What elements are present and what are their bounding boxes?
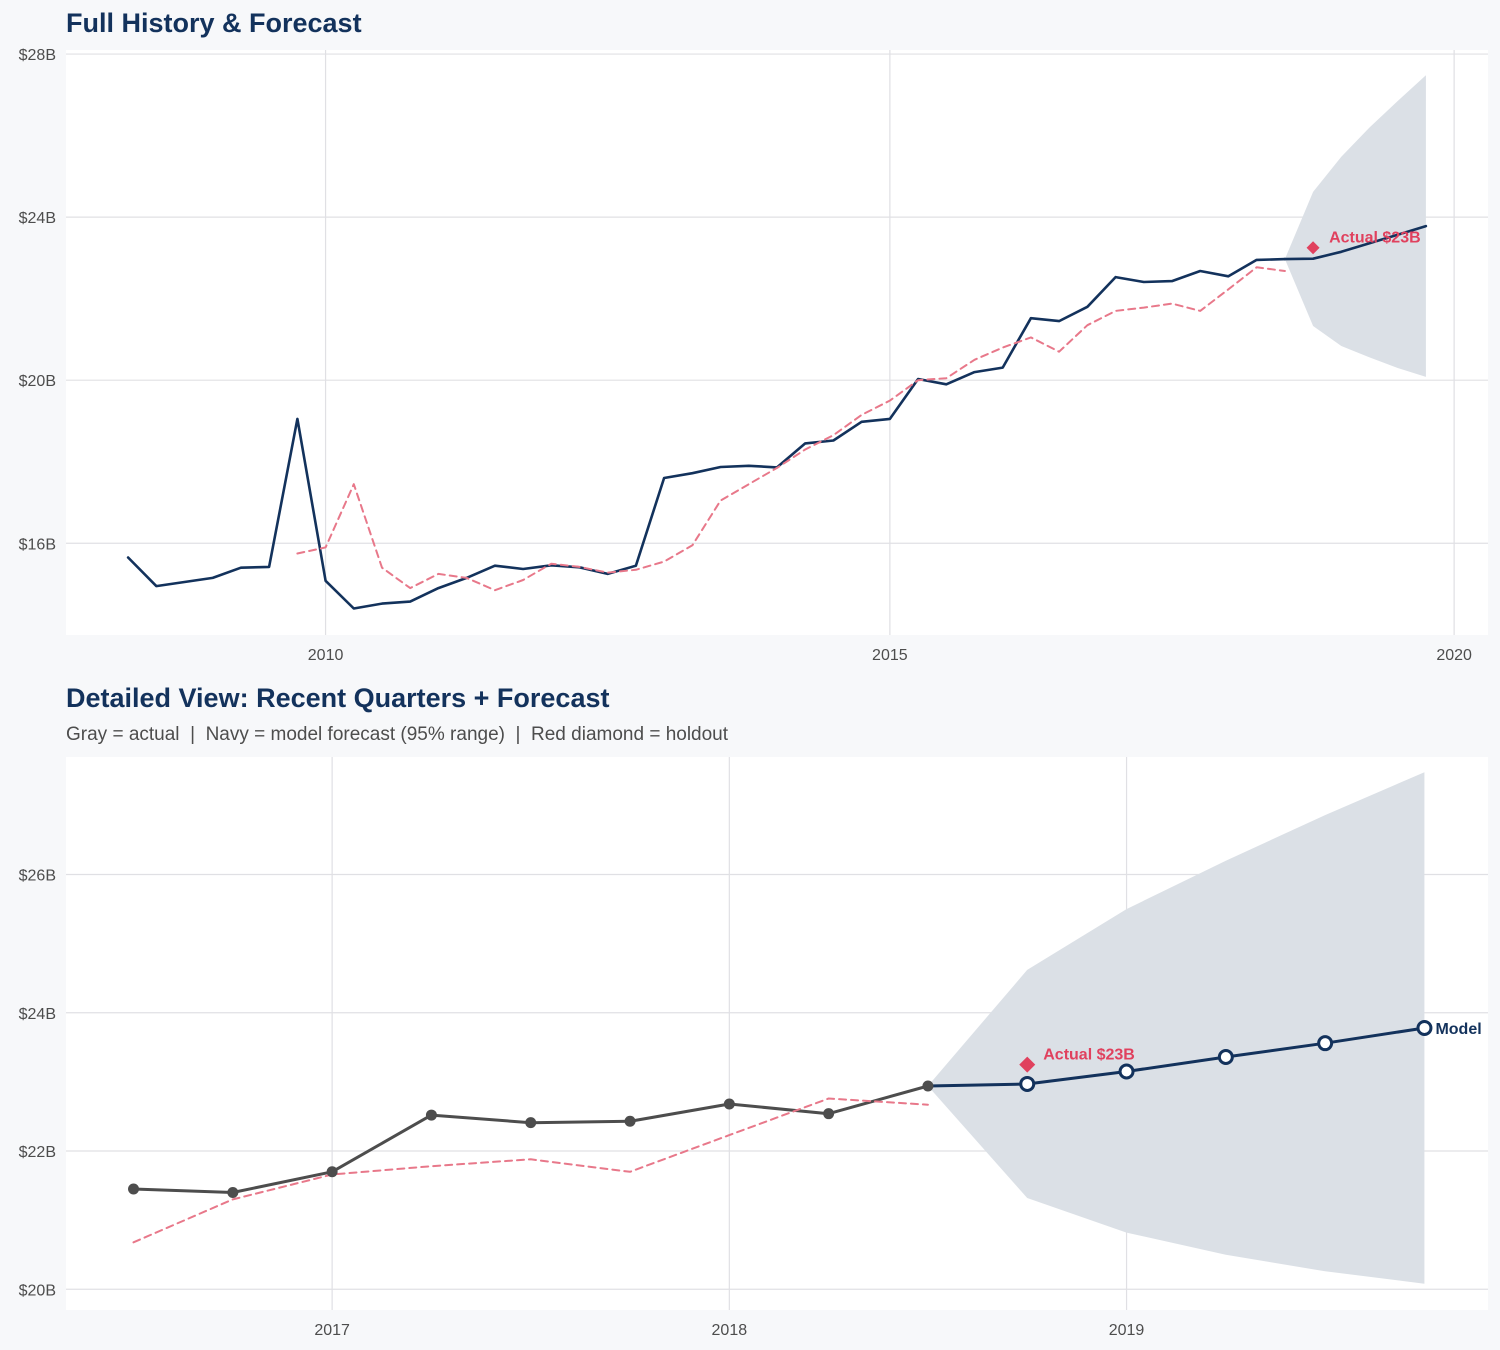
axis-labels: 2010 2015 2020 $16B $20B $24B $28B — [19, 47, 1472, 664]
full-history-chart: Full History & Forecast Actual $23B 2010… — [19, 8, 1488, 664]
actual-marker — [227, 1186, 239, 1198]
y-tick-label: $26B — [19, 868, 56, 885]
y-tick-label: $20B — [19, 1282, 56, 1299]
model-marker — [1416, 1019, 1433, 1036]
model-fit-line — [296, 266, 1286, 592]
y-tick-label: $24B — [19, 210, 56, 227]
y-tick-label: $22B — [19, 1144, 56, 1161]
x-tick-label: 2018 — [712, 1322, 748, 1339]
model-line — [926, 1026, 1426, 1088]
chart-title: Detailed View: Recent Quarters + Forecas… — [66, 683, 609, 713]
holdout-points: Model Actual $23B — [1019, 1021, 1482, 1073]
actual-marker — [128, 1183, 140, 1195]
actual-line — [126, 257, 1287, 610]
x-tick-label: 2019 — [1109, 1322, 1145, 1339]
series-markers — [128, 1019, 1433, 1198]
actual-marker — [425, 1109, 437, 1121]
actual-marker — [922, 1080, 934, 1092]
y-tick-label: $16B — [19, 536, 56, 553]
x-tick-label: 2015 — [872, 647, 908, 664]
forecast-interval-band — [1284, 75, 1426, 377]
x-tick-label: 2010 — [308, 647, 344, 664]
gridlines — [66, 50, 1488, 635]
y-tick-label: $24B — [19, 1006, 56, 1023]
actual-marker — [525, 1117, 537, 1129]
model-fit-line — [132, 1097, 929, 1244]
actual-marker — [823, 1108, 835, 1120]
model-marker — [1217, 1049, 1234, 1066]
holdout-label: Actual $23B — [1043, 1047, 1135, 1064]
x-tick-label: 2020 — [1436, 647, 1472, 664]
axis-labels: 2017 2018 2019 $20B $22B $24B $26B — [19, 868, 1145, 1339]
series-end-label: Model — [1435, 1021, 1481, 1038]
series-lines — [126, 224, 1428, 610]
x-tick-label: 2017 — [314, 1322, 350, 1339]
actual-marker — [723, 1098, 735, 1110]
actual-marker — [326, 1166, 338, 1178]
chart-title: Full History & Forecast — [66, 8, 362, 38]
model-marker — [1118, 1063, 1135, 1080]
holdout-diamond — [1019, 1056, 1036, 1073]
chart-subtitle: Gray = actual | Navy = model forecast (9… — [66, 724, 729, 745]
y-tick-label: $20B — [19, 373, 56, 390]
detailed-view-chart: Detailed View: Recent Quarters + Forecas… — [19, 683, 1488, 1339]
holdout-points: Actual $23B — [1306, 230, 1421, 255]
model-forecast-line — [1283, 224, 1428, 261]
model-marker — [1019, 1075, 1036, 1092]
plot-panel — [66, 50, 1488, 635]
actual-marker — [624, 1115, 636, 1127]
holdout-label: Actual $23B — [1329, 230, 1421, 247]
forecast-interval — [1284, 75, 1426, 377]
forecast-interval — [927, 772, 1425, 1284]
model-marker — [1317, 1035, 1334, 1052]
forecast-interval-band — [927, 772, 1425, 1284]
holdout-diamond — [1306, 241, 1320, 255]
y-tick-label: $28B — [19, 47, 56, 64]
